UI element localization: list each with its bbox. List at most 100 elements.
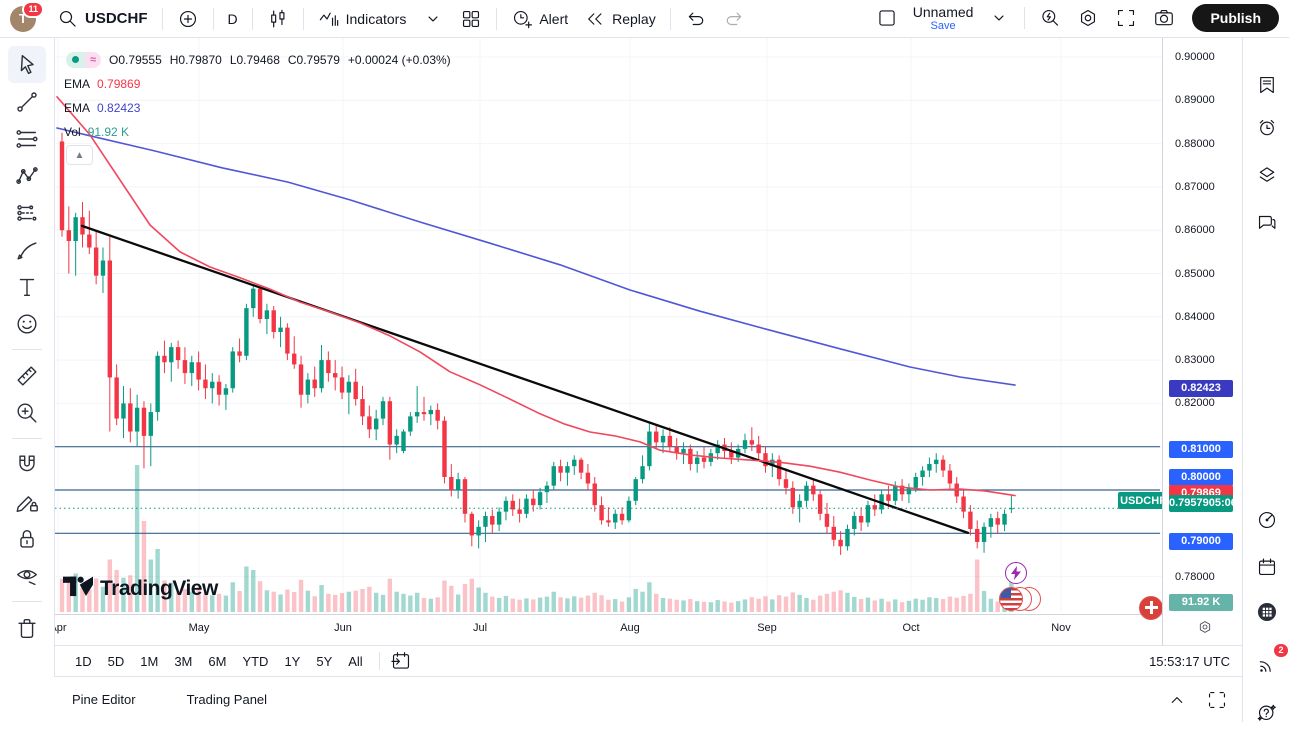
create-alert-button[interactable]: Alert: [504, 4, 575, 34]
time-axis-label: Jul: [472, 622, 488, 634]
snapshot-button[interactable]: [1146, 3, 1182, 33]
replay-label: Replay: [612, 10, 656, 27]
drawing-mode-tool[interactable]: [8, 483, 46, 520]
range-5d-button[interactable]: 5D: [100, 651, 133, 672]
top-toolbar: T 11 USDCHF D Indicators: [0, 0, 1289, 38]
symbol-search-button[interactable]: USDCHF: [50, 4, 155, 34]
economic-event-flags[interactable]: [999, 586, 1061, 612]
quick-search-button[interactable]: [1032, 3, 1068, 33]
text-tool[interactable]: [8, 268, 46, 305]
redo-icon: [723, 8, 745, 30]
lock-all-drawings-tool[interactable]: [8, 520, 46, 557]
toolbar-separator: [496, 7, 498, 30]
chart-pane[interactable]: ≈ O0.79555 H0.79870 L0.79468 C0.79579 +0.000…: [55, 38, 1162, 645]
delayed-data-icon: ≈: [85, 51, 102, 68]
trend-line-tool[interactable]: [8, 83, 46, 120]
sidebar-chat-button[interactable]: [1250, 205, 1284, 239]
replay-button[interactable]: Replay: [577, 4, 663, 34]
sidebar-apps-grid-button[interactable]: [1250, 595, 1284, 629]
interval-button[interactable]: D: [221, 7, 245, 31]
time-axis-label: Aug: [620, 622, 640, 634]
us-flag-icon: [999, 587, 1023, 611]
redo-button[interactable]: [716, 4, 752, 34]
compare-add-symbol-button[interactable]: [170, 4, 206, 34]
tab-trading-panel[interactable]: Trading Panel: [185, 688, 269, 711]
legend-value: 0.82423: [97, 100, 141, 115]
legend-ohlc-row[interactable]: ≈ O0.79555 H0.79870 L0.79468 C0.79579 +0.000…: [64, 50, 459, 69]
tradingview-watermark: TradingView: [63, 576, 218, 602]
economic-event-lightning[interactable]: [1005, 562, 1027, 584]
forecast-tool[interactable]: [8, 194, 46, 231]
undo-icon: [685, 8, 707, 30]
interval-label: D: [227, 10, 238, 27]
clock[interactable]: 15:53:17 UTC: [1149, 653, 1230, 669]
layout-name-menu[interactable]: Unnamed Save: [907, 2, 980, 35]
ohlc-value: C0.79579: [287, 52, 340, 67]
range-all-button[interactable]: All: [340, 651, 370, 672]
sidebar-calendar-button[interactable]: [1250, 550, 1284, 584]
legend-row-ema[interactable]: EMA 0.79869: [64, 74, 459, 93]
sidebar-alerts-button[interactable]: [1250, 111, 1284, 145]
range-5y-button[interactable]: 5Y: [308, 651, 340, 672]
range-1d-button[interactable]: 1D: [67, 651, 100, 672]
legend-row-ema[interactable]: EMA 0.82423: [64, 98, 459, 117]
economic-event-chf[interactable]: [1139, 596, 1162, 620]
hide-drawings-tool[interactable]: [8, 557, 46, 594]
expand-panel-chevron-button[interactable]: [1162, 685, 1192, 715]
avatar[interactable]: T 11: [10, 0, 44, 32]
measure-tool[interactable]: [8, 357, 46, 394]
range-3m-button[interactable]: 3M: [166, 651, 200, 672]
fullscreen-button[interactable]: [1108, 3, 1144, 33]
price-axis[interactable]: 0.90000 0.89000 0.88000 0.87000 0.86000 0.850…: [1162, 38, 1253, 645]
axis-settings-gear-icon[interactable]: [1197, 619, 1213, 640]
range-6m-button[interactable]: 6M: [200, 651, 234, 672]
indicators-templates-chevron[interactable]: [415, 4, 451, 34]
emoji-tool[interactable]: [8, 305, 46, 342]
publish-button[interactable]: Publish: [1192, 4, 1279, 33]
sidebar-watchlist-button[interactable]: [1250, 68, 1284, 102]
time-axis-label: Jun: [334, 622, 352, 634]
axis-badge-last-price: 0.7957905:06:42: [1169, 495, 1253, 512]
notifications-badge: 11: [22, 0, 44, 18]
maximize-panel-button[interactable]: [1202, 685, 1232, 715]
layout-square-icon: [876, 7, 898, 29]
range-1m-button[interactable]: 1M: [132, 651, 166, 672]
fib-retracement-tool[interactable]: [8, 120, 46, 157]
remove-objects-tool[interactable]: [8, 609, 46, 646]
time-axis[interactable]: Apr May Jun Jul Aug Sep Oct Nov: [55, 614, 1162, 645]
save-layout-indicator[interactable]: [869, 3, 905, 33]
chart-settings-button[interactable]: [1070, 3, 1106, 33]
go-to-date-button[interactable]: [388, 648, 414, 674]
range-ytd-button[interactable]: YTD: [234, 651, 276, 672]
xabcd-pattern-tool[interactable]: [8, 157, 46, 194]
chevron-down-icon: [988, 7, 1010, 29]
sidebar-screener-button[interactable]: [1250, 503, 1284, 537]
legend-value: 0.79869: [97, 76, 141, 91]
magnet-tool[interactable]: [8, 446, 46, 483]
price-chart[interactable]: [55, 38, 1162, 614]
brush-tool[interactable]: [8, 231, 46, 268]
indicators-button[interactable]: Indicators: [311, 4, 414, 34]
layout-chevron-button[interactable]: [981, 3, 1017, 33]
drawing-toolbar: [0, 38, 55, 677]
cursor-tool[interactable]: [8, 46, 46, 83]
legend-collapse-button[interactable]: ▲: [66, 145, 93, 165]
layout-grid-button[interactable]: [453, 4, 489, 34]
sidebar-streams-button[interactable]: 2: [1250, 644, 1288, 682]
zoom-in-tool[interactable]: [8, 394, 46, 431]
quick-search-icon: [1039, 7, 1061, 29]
sidebar-help-button[interactable]: [1250, 695, 1284, 729]
undo-button[interactable]: [678, 4, 714, 34]
price-axis-tick: 0.78000: [1175, 570, 1215, 583]
chart-style-button[interactable]: [260, 4, 296, 34]
range-1y-button[interactable]: 1Y: [276, 651, 308, 672]
swiss-flag-icon: [1139, 596, 1162, 620]
toolbar-separator: [12, 438, 42, 439]
tab-pine-editor[interactable]: Pine Editor: [70, 688, 138, 711]
price-axis-tick: 0.86000: [1175, 224, 1215, 237]
legend-row-vol[interactable]: Vol 91.92 K: [64, 122, 459, 141]
ohlc-value: H0.79870: [169, 52, 222, 67]
sidebar-layers-button[interactable]: [1250, 158, 1284, 192]
axis-badge-hline-0-80: 0.80000: [1169, 468, 1233, 486]
symbol-name: USDCHF: [85, 10, 148, 27]
